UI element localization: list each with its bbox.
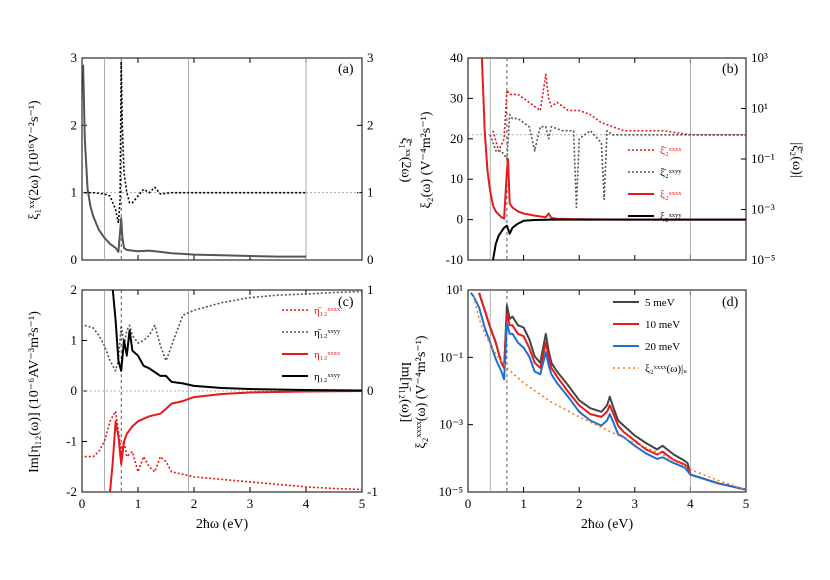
x-tick-label: 4 [303, 496, 310, 511]
panel-b-frame [467, 57, 747, 261]
y-tick-label: 20 [450, 131, 463, 146]
y-tick-label: 10⁻¹ [439, 349, 463, 364]
series-line-10 meV [478, 292, 747, 491]
x-tick-label: 3 [632, 496, 639, 511]
y-tick-label: 30 [450, 90, 463, 105]
series-line-ξ̄2xxyy [489, 113, 746, 209]
panel-d-label: (d) [722, 295, 739, 310]
x-tick-label: 5 [359, 496, 366, 511]
legend-label: 20 meV [645, 341, 680, 353]
panel-b-y2label: |ξ̄₂(ω)| [789, 142, 804, 177]
legend-label: ξ̄₂ˣˣˣˣ [660, 145, 682, 157]
y2-tick-label: 1 [367, 282, 374, 297]
series-line-ξ2xxxx [480, 57, 746, 221]
panel-a-frame [81, 57, 363, 261]
y-tick-label: 2 [71, 282, 78, 297]
series-line-5 meV [478, 292, 747, 491]
panel-b-ylabel: ξ₂(ω) (V⁻⁴m²s⁻¹) [419, 111, 434, 208]
y-tick-label: 0 [71, 252, 78, 267]
panel-b-label: (b) [722, 62, 739, 77]
y2-tick-label: 0 [367, 383, 374, 398]
x-tick-label: 0 [465, 496, 472, 511]
series-line-ξ̄2xxxx [492, 73, 746, 152]
y-tick-label: 10⁻³ [439, 417, 463, 432]
panel-d: (d) ξ₂ˣˣˣˣ(ω) (V⁻⁴m²s⁻¹) 2ħω (eV) [414, 289, 747, 532]
legend-label: ξ̄₂ˣˣʸʸ [660, 167, 682, 179]
series-line-ξ̄1xx [84, 60, 306, 224]
legend-label: η₁₂ˣˣʸʸ [314, 371, 341, 383]
y2-tick-label: 3 [367, 50, 374, 65]
y-tick-label: 10 [450, 171, 463, 186]
y2-tick-label: 10¹ [751, 101, 768, 116]
panel-a-y2label: ξ̄₁ˣˣ(2ω) [398, 138, 413, 183]
legend-label: η̄₁₂ˣˣˣˣ [314, 305, 341, 317]
panel-c-ylabel: Im[η₁₂(ω)] (10⁻⁶AV⁻³m²s⁻¹) [27, 311, 42, 473]
x-tick-label: 3 [247, 496, 254, 511]
panel-d-ylabel: ξ₂ˣˣˣˣ(ω) (V⁻⁴m²s⁻¹) [414, 335, 429, 449]
panel-a-label: (a) [338, 62, 354, 77]
series-line-ξ2xxyy [492, 218, 746, 261]
series-line-η12xxxx [109, 390, 363, 493]
x-tick-label: 0 [79, 496, 86, 511]
x-tick-label: 2 [191, 496, 198, 511]
y2-tick-label: 0 [367, 252, 374, 267]
x-tick-label: 1 [135, 496, 142, 511]
y-tick-label: -2 [66, 484, 77, 499]
panel-d-xlabel: 2ħω (eV) [581, 517, 634, 532]
y2-tick-label: 10⁻³ [751, 202, 775, 217]
y2-tick-label: 2 [367, 117, 374, 132]
series-line-ξ1xx [82, 64, 306, 258]
series-line-20 meV [470, 292, 747, 491]
series-line-ξ2xxxx(ω)|u [472, 296, 747, 491]
y2-tick-label: 10⁻⁵ [751, 252, 775, 267]
legend-label: ξ₂ˣˣʸʸ [660, 211, 682, 223]
y-tick-label: 10⁻⁵ [439, 484, 463, 499]
panel-c-y2label: Im[η̄₁₂(ω)] [398, 362, 413, 423]
y-tick-label: 2 [71, 117, 78, 132]
panel-c-xlabel: 2ħω (eV) [196, 517, 249, 532]
y-tick-label: 1 [71, 185, 78, 200]
legend-label: ξ₂ˣˣˣˣ(ω)|ᵤ [645, 363, 687, 375]
panel-c: (c) Im[η₁₂(ω)] (10⁻⁶AV⁻³m²s⁻¹) Im[η̄₁₂(ω… [27, 289, 413, 532]
y2-tick-label: 1 [367, 185, 374, 200]
series-line-η̄12xxxx [84, 410, 363, 491]
legend-label: η₁₂ˣˣˣˣ [314, 349, 341, 361]
y-tick-label: 3 [71, 50, 78, 65]
y2-tick-label: -1 [367, 484, 378, 499]
panel-d-frame [467, 289, 747, 493]
legend-label: 10 meV [645, 319, 680, 331]
y-tick-label: 1 [71, 333, 78, 348]
panel-a-ylabel: ξ₁ˣˣ(2ω) (10¹⁶V⁻²s⁻¹) [27, 100, 42, 220]
y-tick-label: 0 [457, 212, 464, 227]
series-line-η12xxyy [111, 289, 363, 392]
y-tick-label: 40 [450, 50, 463, 65]
x-tick-label: 1 [520, 496, 527, 511]
legend-label: 5 meV [645, 297, 675, 309]
legend-label: ξ₂ˣˣˣˣ [660, 189, 682, 201]
panel-c-label: (c) [338, 295, 354, 310]
y-tick-label: 0 [71, 383, 78, 398]
x-tick-label: 5 [743, 496, 750, 511]
x-tick-label: 4 [687, 496, 694, 511]
chart-marks: 01230123-1001020304010⁻⁵10⁻³10⁻¹10¹10³ξ̄… [66, 50, 775, 511]
y2-tick-label: 10⁻¹ [751, 151, 775, 166]
panel-b: (b) ξ₂(ω) (V⁻⁴m²s⁻¹) |ξ̄₂(ω)| [419, 57, 804, 261]
y2-tick-label: 10³ [751, 50, 768, 65]
y-tick-label: 10¹ [446, 282, 463, 297]
legend-label: η̄₁₂ˣˣʸʸ [314, 327, 341, 339]
panel-a: (a) ξ₁ˣˣ(2ω) (10¹⁶V⁻²s⁻¹) ξ̄₁ˣˣ(2ω) [27, 57, 413, 261]
y-tick-label: -1 [66, 434, 77, 449]
y-tick-label: -10 [446, 252, 463, 267]
x-tick-label: 2 [576, 496, 583, 511]
